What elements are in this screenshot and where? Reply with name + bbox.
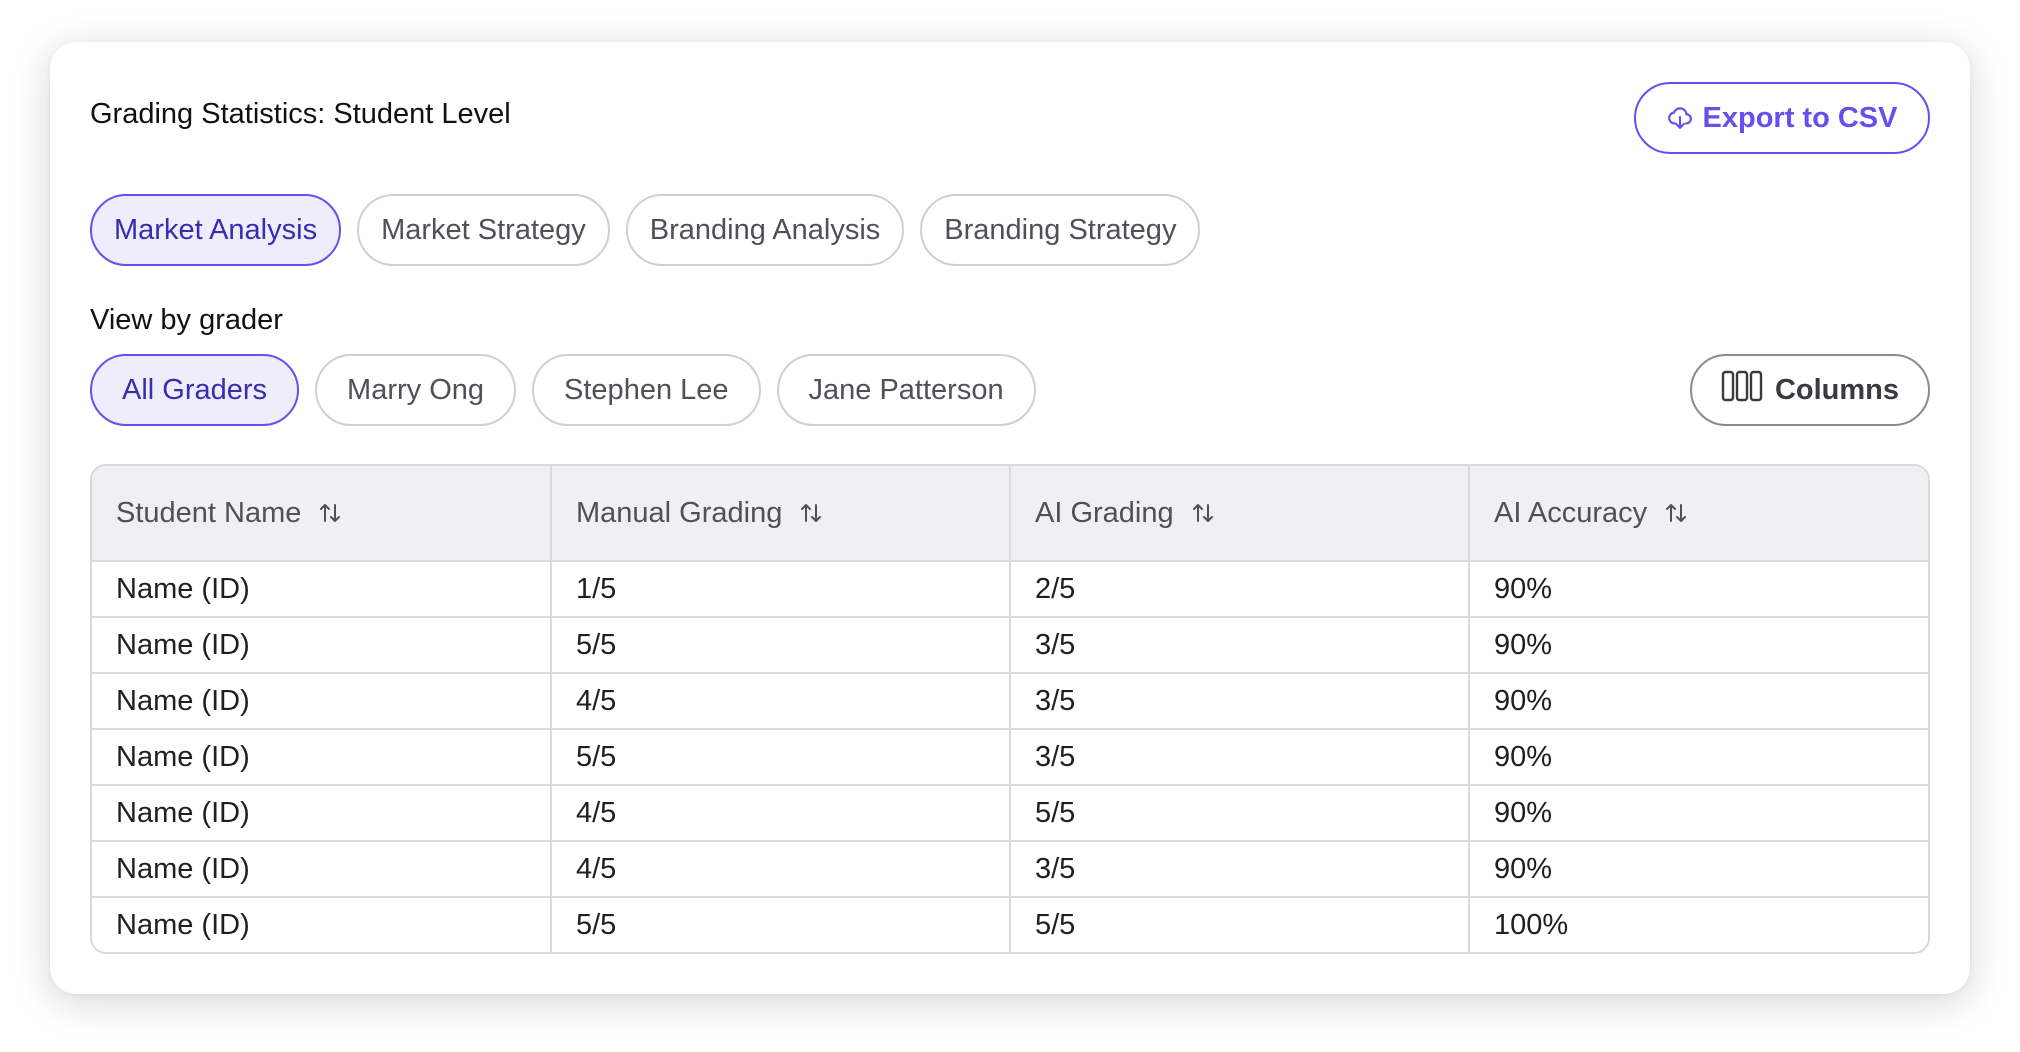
grader-filter: All Graders Marry Ong Stephen Lee Jane P… [90,354,1036,426]
grader-filter-label: View by grader [90,304,283,336]
tab-branding-analysis[interactable]: Branding Analysis [625,194,905,266]
cloud-download-icon [1667,105,1693,131]
column-header-label: AI Grading [1035,496,1174,529]
grading-statistics-card: Grading Statistics: Student Level Export… [50,42,1970,994]
ai-accuracy-cell: 90% [1469,729,1928,786]
column-header-label: AI Accuracy [1494,496,1648,529]
grader-marry-ong[interactable]: Marry Ong [315,354,517,426]
grader-all-graders[interactable]: All Graders [90,354,300,426]
export-csv-button[interactable]: Export to CSV [1634,82,1930,154]
manual-grading-cell: 5/5 [551,897,1011,952]
columns-label: Columns [1774,373,1900,406]
grader-stephen-lee[interactable]: Stephen Lee [532,354,761,426]
tab-branding-strategy[interactable]: Branding Strategy [920,194,1201,266]
ai-grading-cell: 3/5 [1010,729,1470,786]
ai-accuracy-cell: 90% [1469,561,1928,618]
student-stats-table: Student Name Manual Grading [90,464,1930,954]
ai-grading-cell: 3/5 [1010,673,1470,730]
column-header-ai-accuracy: AI Accuracy [1469,466,1928,562]
table-row: Name (ID) 4/5 3/5 90% [92,673,1928,730]
tab-market-strategy[interactable]: Market Strategy [357,194,610,266]
student-name-cell: Name (ID) [92,617,552,674]
manual-grading-cell: 5/5 [551,729,1011,786]
manual-grading-cell: 4/5 [551,785,1011,842]
ai-grading-cell: 3/5 [1010,617,1470,674]
manual-grading-cell: 4/5 [551,841,1011,898]
sort-arrows-icon[interactable] [1665,501,1687,525]
student-name-cell: Name (ID) [92,561,552,618]
grader-jane-patterson[interactable]: Jane Patterson [776,354,1036,426]
student-name-cell: Name (ID) [92,841,552,898]
table-row: Name (ID) 4/5 3/5 90% [92,841,1928,898]
task-tabs: Market Analysis Market Strategy Branding… [90,194,1201,266]
ai-accuracy-cell: 90% [1469,617,1928,674]
column-header-manual-grading: Manual Grading [551,466,1011,562]
ai-accuracy-cell: 90% [1469,673,1928,730]
ai-accuracy-cell: 100% [1494,908,1569,941]
table-row: Name (ID) 5/5 5/5 100% [92,897,1928,952]
student-name-cell: Name (ID) [92,785,552,842]
table-header-row: Student Name Manual Grading [92,466,1928,562]
column-header-label: Manual Grading [576,496,783,529]
ai-accuracy-cell: 90% [1469,841,1928,898]
sort-arrows-icon[interactable] [319,501,341,525]
ai-grading-cell: 5/5 [1010,897,1470,952]
page-title: Grading Statistics: Student Level [90,98,511,130]
tab-market-analysis[interactable]: Market Analysis [90,194,342,266]
column-header-student-name: Student Name [92,466,552,562]
columns-button[interactable]: Columns [1690,354,1930,426]
export-csv-label: Export to CSV [1702,101,1898,134]
column-header-label: Student Name [116,496,302,529]
sort-arrows-icon[interactable] [800,501,822,525]
manual-grading-cell: 4/5 [551,673,1011,730]
sort-arrows-icon[interactable] [1192,501,1214,525]
student-name-cell: Name (ID) [92,897,552,952]
table-row: Name (ID) 1/5 2/5 90% [92,561,1928,618]
table-row: Name (ID) 4/5 5/5 90% [92,785,1928,842]
student-name-cell: Name (ID) [92,673,552,730]
ai-accuracy-cell: 90% [1469,785,1928,842]
columns-icon [1721,370,1763,410]
column-header-ai-grading: AI Grading [1010,466,1470,562]
table-row: Name (ID) 5/5 3/5 90% [92,729,1928,786]
ai-grading-cell: 2/5 [1010,561,1470,618]
manual-grading-cell: 1/5 [551,561,1011,618]
manual-grading-cell: 5/5 [551,617,1011,674]
ai-grading-cell: 5/5 [1010,785,1470,842]
student-name-cell: Name (ID) [92,729,552,786]
ai-grading-cell: 3/5 [1010,841,1470,898]
table-row: Name (ID) 5/5 3/5 90% [92,617,1928,674]
